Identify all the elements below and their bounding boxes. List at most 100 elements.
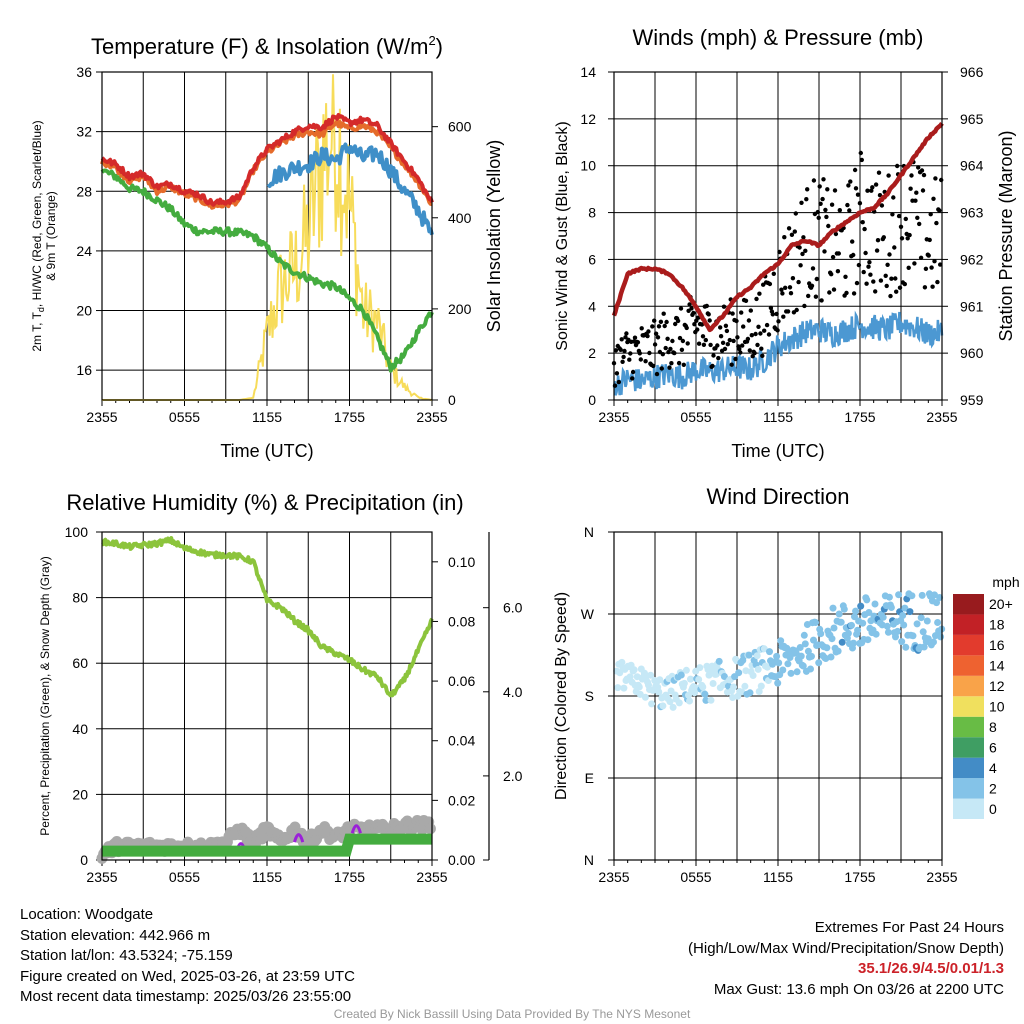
x-tick-label: 1155 <box>763 409 793 425</box>
chart-panel-winds: 2355 0555 1155 1755 2355 Winds (mph) & Pressu… <box>554 25 1016 461</box>
direction-point <box>774 679 782 687</box>
direction-point <box>865 609 873 616</box>
precip-marker <box>293 833 305 843</box>
gust-point <box>805 187 810 192</box>
gust-point <box>654 371 660 377</box>
y-tick-label-right: 200 <box>448 301 472 317</box>
direction-point <box>815 659 823 667</box>
direction-point <box>919 628 927 636</box>
gust-point <box>916 165 921 170</box>
gust-point <box>768 305 774 311</box>
gust-point <box>776 319 781 324</box>
gust-point <box>725 342 730 347</box>
gust-point <box>720 340 726 345</box>
colorbar-swatch <box>953 757 984 779</box>
gust-point <box>619 337 624 342</box>
y-tick-label: 28 <box>76 183 92 199</box>
gust-point <box>874 248 880 253</box>
direction-point <box>749 672 757 679</box>
gust-point <box>621 354 626 360</box>
direction-point <box>675 699 683 707</box>
y-tick-label-right: 964 <box>960 158 984 174</box>
gust-point <box>856 262 862 268</box>
gust-point <box>887 252 892 257</box>
gust-point <box>622 348 627 354</box>
y-tick-label: 20 <box>76 303 92 319</box>
gust-point <box>762 328 767 333</box>
gust-point <box>879 203 885 208</box>
gust-point <box>684 325 689 331</box>
gust-point <box>905 236 910 241</box>
credit-text: Created By Nick Bassill Using Data Provi… <box>333 1007 691 1021</box>
gust-point <box>853 186 859 191</box>
x-tick-label: 0555 <box>680 409 711 425</box>
gust-point <box>792 229 797 234</box>
gust-point <box>862 226 867 232</box>
gust-point <box>658 319 664 324</box>
direction-point <box>682 666 690 674</box>
y-tick-label-precip: 0.02 <box>448 792 475 808</box>
y-tick-label: W <box>581 606 595 622</box>
gust-point <box>898 224 904 229</box>
precip-marker <box>350 824 362 834</box>
gust-point <box>760 353 765 358</box>
gust-point <box>650 324 655 329</box>
gust-point <box>770 312 775 317</box>
gust-point <box>677 335 683 341</box>
y-tick-label-right: 965 <box>960 111 984 127</box>
gust-point <box>802 303 807 309</box>
gust-point <box>741 324 746 329</box>
y-axis-label-left: 2m T, Td, HI/WC (Red, Green, Scarlet/Blu… <box>30 120 46 351</box>
gust-point <box>660 352 665 357</box>
gust-point <box>914 190 919 195</box>
direction-point <box>857 602 865 610</box>
gust-point <box>777 249 782 255</box>
gust-point <box>662 323 667 329</box>
gust-point <box>833 231 839 237</box>
direction-point <box>844 629 852 637</box>
gust-point <box>701 342 707 347</box>
gust-point <box>821 177 826 182</box>
direction-point <box>730 683 738 691</box>
gust-point <box>875 238 881 243</box>
gust-point <box>868 272 873 277</box>
direction-point <box>840 605 848 613</box>
gust-point <box>790 276 796 281</box>
y-tick-label: 20 <box>72 786 88 802</box>
gust-point <box>689 306 694 311</box>
x-tick-label: 2355 <box>926 869 957 885</box>
colorbar-label: 0 <box>989 801 997 817</box>
gust-point <box>863 250 868 256</box>
direction-point <box>792 649 800 657</box>
y-tick-label: 8 <box>588 205 596 221</box>
colorbar-swatch <box>953 634 984 656</box>
direction-point <box>707 696 715 704</box>
gust-point <box>885 262 890 267</box>
gust-point <box>647 350 652 356</box>
gust-point <box>686 308 691 313</box>
gust-point <box>836 251 841 256</box>
gust-point <box>755 342 760 348</box>
direction-point <box>626 673 634 681</box>
series-precipitation <box>102 833 432 857</box>
y-axis-label-left: Direction (Colored By Speed) <box>553 592 570 800</box>
direction-point <box>883 622 891 630</box>
colorbar-swatch <box>953 614 984 635</box>
direction-point <box>656 676 664 684</box>
gust-point <box>666 349 671 355</box>
x-tick-label: 0555 <box>169 869 200 885</box>
gust-point <box>912 261 917 266</box>
series-wind-direction <box>613 590 946 711</box>
gust-point <box>908 186 913 191</box>
gust-point <box>718 325 723 330</box>
gust-point <box>664 319 669 325</box>
gust-point <box>679 347 685 352</box>
gust-point <box>754 296 759 302</box>
x-tick-label: 1755 <box>334 409 365 425</box>
direction-point <box>817 630 825 638</box>
x-tick-label: 2355 <box>926 409 957 425</box>
gust-point <box>859 157 864 163</box>
gust-point <box>919 168 925 173</box>
y-tick-label-right: 959 <box>960 392 984 408</box>
y-tick-label-snow: 2.0 <box>503 768 523 784</box>
